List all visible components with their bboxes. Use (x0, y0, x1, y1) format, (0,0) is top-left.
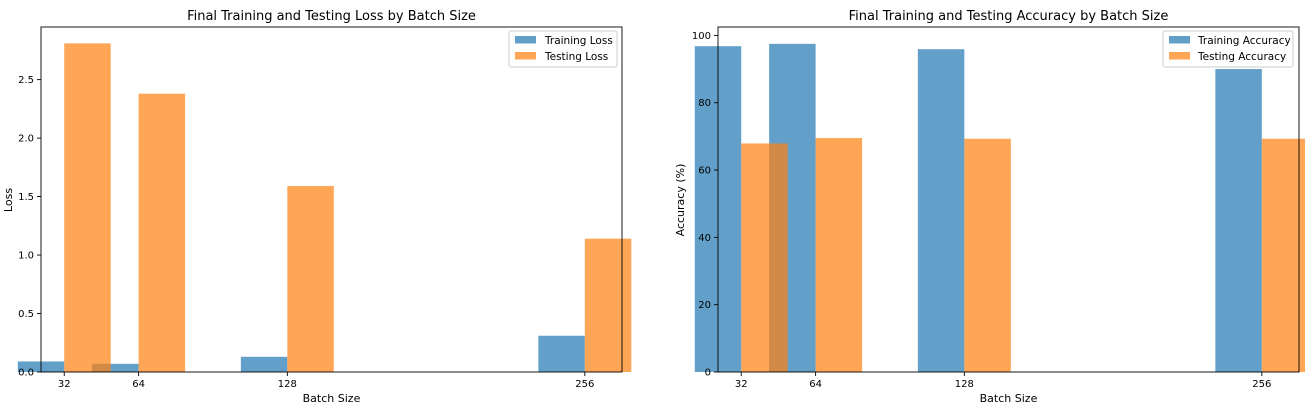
accuracy-x-tick-label: 64 (809, 379, 822, 390)
accuracy-y-tick-label: 20 (698, 300, 711, 311)
loss-axes-frame (40, 26, 623, 373)
accuracy-bar-testing-accuracy-128 (964, 138, 1011, 372)
legend-swatch-testing-loss (515, 52, 536, 60)
loss-y-tick-label: 1.0 (18, 251, 34, 262)
loss-bar-testing-loss-32 (64, 43, 111, 373)
accuracy-y-tick-label: 100 (692, 31, 711, 42)
loss-bar-testing-loss-256 (584, 238, 632, 372)
loss-x-axis-label: Batch Size (303, 392, 361, 405)
accuracy-chart: Final Training and Testing Accuracy by B… (674, 9, 1305, 405)
accuracy-x-tick-label: 32 (735, 379, 748, 390)
loss-x-tick-label: 64 (132, 379, 145, 390)
loss-x-tick-label: 128 (278, 379, 297, 390)
accuracy-x-tick-label: 128 (955, 379, 974, 390)
accuracy-y-axis-label: Accuracy (%) (674, 164, 687, 237)
loss-y-tick-label: 2.0 (18, 134, 34, 145)
legend-swatch-training-loss (515, 36, 536, 44)
loss-y-tick-label: 1.5 (18, 192, 34, 203)
accuracy-bar-testing-accuracy-64 (815, 138, 863, 372)
loss-chart-title: Final Training and Testing Loss by Batch… (187, 9, 476, 24)
accuracy-x-tick-label: 256 (1252, 379, 1271, 390)
accuracy-legend: Training Accuracy Testing Accuracy (1162, 30, 1294, 68)
loss-x-tick-label: 256 (575, 379, 594, 390)
legend-label-testing-accuracy: Testing Accuracy (1197, 51, 1286, 63)
loss-y-axis-label: Loss (2, 188, 15, 212)
loss-x-tick-label: 32 (58, 379, 71, 390)
loss-chart: Final Training and Testing Loss by Batch… (2, 9, 632, 405)
accuracy-y-tick-label: 80 (698, 98, 711, 109)
accuracy-bar-testing-accuracy-256 (1261, 138, 1305, 372)
accuracy-legend-frame (1162, 30, 1294, 68)
accuracy-axes-frame (717, 26, 1300, 373)
accuracy-x-axis-label: Batch Size (980, 392, 1038, 405)
loss-bar-testing-loss-128 (287, 186, 334, 372)
accuracy-y-tick-label: 40 (698, 233, 711, 244)
loss-bar-training-loss-64 (92, 363, 139, 372)
accuracy-y-tick-label: 0 (705, 368, 711, 379)
loss-bar-training-loss-256 (538, 335, 585, 372)
accuracy-bar-training-accuracy-256 (1215, 69, 1262, 372)
legend-swatch-testing-accuracy (1169, 52, 1190, 60)
accuracy-chart-title: Final Training and Testing Accuracy by B… (849, 9, 1169, 24)
loss-y-tick-label: 0.5 (18, 309, 34, 320)
accuracy-y-tick-label: 60 (698, 166, 711, 177)
legend-label-training-accuracy: Training Accuracy (1197, 35, 1291, 47)
legend-label-testing-loss: Testing Loss (544, 51, 608, 63)
legend-swatch-training-accuracy (1169, 36, 1190, 44)
accuracy-bar-training-accuracy-128 (917, 49, 965, 373)
loss-y-tick-label: 0.0 (18, 368, 34, 379)
legend-label-training-loss: Training Loss (544, 35, 613, 47)
accuracy-plot-area: 32 64 128 256 0 20 40 60 80 100 (692, 26, 1305, 390)
loss-plot-area: 32 64 128 256 0.0 0.5 1.0 1.5 2.0 2.5 (17, 26, 632, 390)
loss-y-tick-label: 2.5 (18, 75, 34, 86)
loss-bar-training-loss-128 (240, 356, 288, 372)
loss-bar-testing-loss-64 (138, 93, 186, 372)
accuracy-bar-testing-accuracy-32 (741, 143, 788, 372)
loss-legend: Training Loss Testing Loss (508, 30, 618, 68)
